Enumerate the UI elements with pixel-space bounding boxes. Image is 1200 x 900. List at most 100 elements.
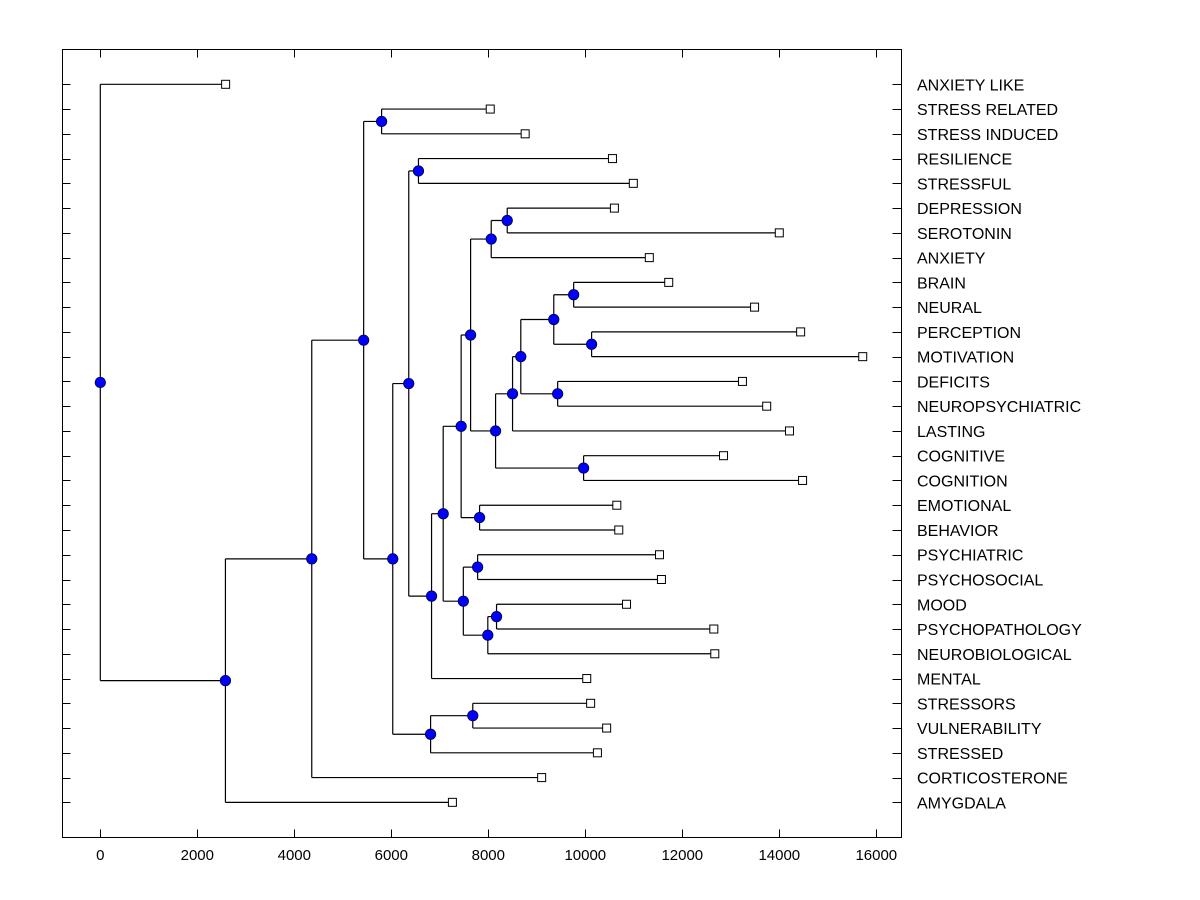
axis-ticks bbox=[62, 49, 902, 838]
x-tick-label: 4000 bbox=[278, 847, 311, 864]
leaf-label: COGNITION bbox=[917, 473, 1008, 490]
cluster-node bbox=[94, 376, 106, 389]
cluster-node bbox=[568, 289, 580, 301]
cluster-node bbox=[358, 334, 370, 346]
leaf-marker bbox=[656, 575, 666, 584]
leaf-marker bbox=[485, 104, 495, 114]
cluster-node bbox=[489, 425, 502, 437]
cluster-node bbox=[490, 611, 503, 623]
cluster-node bbox=[515, 351, 527, 363]
leaf-marker bbox=[774, 228, 784, 238]
leaf-label: EMOTIONAL bbox=[917, 498, 1011, 515]
x-tick-label: 12000 bbox=[661, 847, 703, 864]
leaf-marker bbox=[796, 327, 806, 337]
cluster-node bbox=[424, 728, 437, 740]
leaf-marker bbox=[612, 500, 622, 510]
leaf-label: MOOD bbox=[917, 597, 967, 614]
leaf-marker bbox=[628, 178, 638, 188]
leaf-marker bbox=[737, 376, 747, 386]
leaf-marker bbox=[586, 698, 596, 708]
cluster-node bbox=[437, 508, 449, 520]
leaf-marker bbox=[710, 649, 720, 659]
leaf-label: STRESS INDUCED bbox=[917, 127, 1058, 144]
leaf-label: DEFICITS bbox=[917, 374, 990, 391]
leaf-marker bbox=[784, 426, 794, 436]
leaf-label: AMYGDALA bbox=[917, 795, 1006, 812]
cluster-node bbox=[455, 420, 467, 432]
leaf-marker bbox=[622, 599, 632, 609]
x-tick-label: 10000 bbox=[564, 847, 606, 864]
leaf-marker bbox=[602, 723, 612, 733]
leaf-marker bbox=[614, 525, 624, 535]
leaf-label: CORTICOSTERONE bbox=[917, 771, 1068, 788]
leaf-marker bbox=[592, 748, 602, 758]
cluster-node bbox=[412, 165, 425, 177]
leaf-label: STRESSORS bbox=[917, 696, 1016, 713]
leaf-marker bbox=[447, 797, 457, 807]
leaf-label: MOTIVATION bbox=[917, 350, 1014, 367]
leaf-label: BEHAVIOR bbox=[917, 523, 999, 540]
leaf-label: ANXIETY LIKE bbox=[917, 77, 1024, 94]
cluster-node bbox=[548, 313, 560, 326]
leaf-label: STRESSED bbox=[917, 746, 1003, 763]
cluster-node bbox=[482, 629, 494, 641]
leaf-marker bbox=[537, 773, 547, 783]
x-tick-label: 14000 bbox=[758, 847, 800, 864]
x-axis-tick-labels: 0 2000 4000 6000 8000 10000 12000 14000 16000 bbox=[96, 847, 897, 864]
x-tick-label: 0 bbox=[96, 847, 104, 864]
cluster-node bbox=[457, 595, 469, 607]
leaf-label: COGNITIVE bbox=[917, 449, 1005, 466]
cluster-node bbox=[552, 388, 564, 400]
cluster-node bbox=[485, 233, 497, 245]
leaf-label: PSYCHOSOCIAL bbox=[917, 573, 1043, 590]
leaf-marker bbox=[520, 129, 530, 139]
leaf-label: LASTING bbox=[917, 424, 985, 441]
dendrogram-branches bbox=[99, 83, 863, 803]
leaf-labels: ANXIETY LIKE STRESS RELATED STRESS INDUCED… bbox=[917, 77, 1082, 812]
cluster-node bbox=[501, 214, 513, 227]
cluster-node bbox=[472, 561, 484, 573]
leaf-label: PSYCHIATRIC bbox=[917, 548, 1023, 565]
leaf-label: NEUROPSYCHIATRIC bbox=[917, 399, 1081, 416]
leaf-label: PSYCHOPATHOLOGY bbox=[917, 622, 1082, 639]
x-tick-label: 2000 bbox=[181, 847, 214, 864]
cluster-node bbox=[425, 590, 438, 602]
leaf-label: NEUROBIOLOGICAL bbox=[917, 647, 1072, 664]
leaf-label: MENTAL bbox=[917, 672, 981, 689]
leaf-label: VULNERABILITY bbox=[917, 721, 1042, 738]
leaf-marker bbox=[762, 401, 772, 411]
leaf-label: DEPRESSION bbox=[917, 201, 1022, 218]
leaf-marker bbox=[655, 550, 665, 560]
x-tick-label: 6000 bbox=[375, 847, 408, 864]
leaf-label: PERCEPTION bbox=[917, 325, 1021, 342]
cluster-node bbox=[578, 462, 590, 474]
leaf-marker bbox=[858, 352, 868, 362]
leaf-marker bbox=[644, 253, 654, 263]
leaf-marker bbox=[719, 451, 729, 461]
cluster-node bbox=[464, 329, 477, 341]
leaf-marker bbox=[664, 277, 674, 287]
cluster-node bbox=[219, 675, 232, 687]
leaf-label: BRAIN bbox=[917, 275, 966, 292]
leaf-marker bbox=[750, 302, 760, 312]
cluster-node bbox=[586, 338, 598, 350]
leaf-marker bbox=[609, 203, 619, 213]
leaf-label: SEROTONIN bbox=[917, 226, 1012, 243]
cluster-node bbox=[467, 710, 479, 722]
plot-frame bbox=[62, 49, 902, 838]
leaf-marker bbox=[607, 154, 617, 164]
cluster-node bbox=[375, 115, 388, 128]
leaf-label: STRESSFUL bbox=[917, 176, 1011, 193]
leaf-marker bbox=[582, 674, 592, 684]
leaf-marker bbox=[798, 475, 808, 485]
cluster-node bbox=[403, 377, 415, 390]
leaf-marker bbox=[221, 79, 231, 89]
leaf-label: NEURAL bbox=[917, 300, 982, 317]
x-tick-label: 16000 bbox=[855, 847, 897, 864]
cluster-node bbox=[506, 388, 519, 400]
dendrogram-markers bbox=[94, 79, 868, 807]
leaf-marker bbox=[709, 624, 719, 634]
leaf-label: RESILIENCE bbox=[917, 152, 1012, 169]
cluster-node bbox=[473, 511, 486, 524]
